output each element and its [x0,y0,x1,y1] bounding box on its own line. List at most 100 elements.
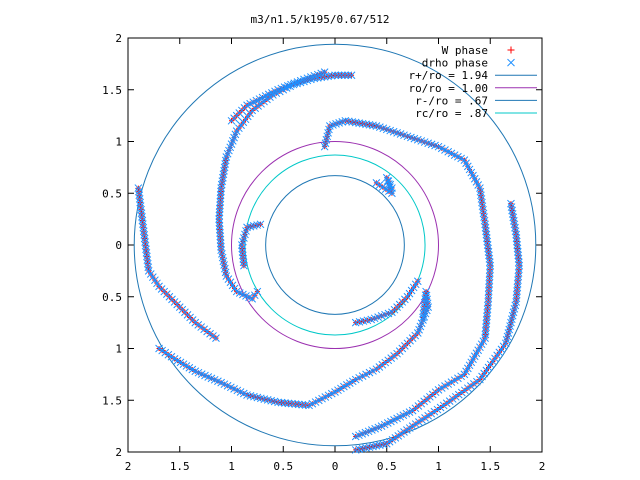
drho-phase-point [301,401,310,409]
x-tick-label: 2 [539,460,546,473]
drho-phase-point [216,229,224,237]
drho-phase-point [515,265,523,274]
drho-phase-point [277,398,286,407]
drho-phase-point [291,400,300,408]
drho-phase-point [514,269,523,277]
drho-phase-point [388,184,396,192]
drho-phase-point [484,294,493,303]
y-tick-label: 2 [115,32,122,45]
x-tick-label: 1 [435,460,442,473]
drho-phase-point [248,294,257,303]
w-phase-point [507,46,515,54]
drho-phase-point [485,269,494,277]
drho-phase-point [240,261,248,270]
legend-label: drho phase [422,57,488,70]
drho-phase-point [514,276,522,285]
drho-phase-point [481,327,490,335]
drho-phase-point [482,230,491,239]
drho-phase-point [484,301,492,310]
drho-phase-point [239,258,248,267]
drho-phase-point [482,316,491,324]
drho-phase-point [485,272,494,281]
drho-phase-point [514,251,523,260]
drho-phase-point [274,398,282,407]
drho-phase-point [483,305,492,314]
drho-phase-point [512,237,521,246]
drho-phase-point [217,184,226,192]
drho-phase-point [216,201,224,210]
drho-phase-point [515,258,523,267]
drho-phase-point [512,294,521,303]
y-tick-label: 0.5 [102,187,122,200]
y-tick-label: 1 [115,343,122,356]
drho-phase-point [485,279,494,288]
drho-phase-point [484,244,492,253]
drho-phase-point [483,312,491,321]
x-tick-label: 1.5 [170,460,190,473]
drho-phase-point [253,287,262,296]
drho-phase-point [513,279,522,288]
drho-phase-point [486,265,494,274]
drho-phase-point [216,191,225,199]
drho-phase-point [513,283,522,292]
drho-phase-point [250,291,259,300]
y-tick-label: 1 [115,136,122,149]
drho-phase-point [341,71,349,80]
drho-phase-point [288,399,296,408]
drho-phase-point [513,287,521,295]
legend-label: W phase [442,44,488,57]
drho-phase-point [347,71,356,80]
drho-phase-point [217,242,225,251]
drho-phase-point [320,68,329,77]
drho-phase-point [482,323,490,332]
drho-phase-point [512,230,520,239]
drho-phase-point [215,211,224,220]
drho-phase-point [344,71,353,80]
legend-label: rc/ro = .87 [415,107,488,120]
drho-phase-point [215,208,224,217]
drho-phase-point [239,251,247,260]
drho-phase-point [485,251,493,260]
drho-phase-point [212,334,220,343]
drho-phase-point [482,234,491,242]
drho-phase-point [337,71,346,80]
drho-phase-point [419,313,427,322]
drho-phase-point [481,330,490,339]
drho-phase-point [484,298,493,306]
reference-circle [133,43,537,447]
drho-phase-point [215,204,224,213]
drho-phase-point [215,222,224,230]
drho-phase-point [485,258,494,267]
legend-label: r-/ro = .67 [415,94,488,107]
drho-phase-point [216,198,225,206]
x-tick-label: 2 [125,460,132,473]
drho-phase-point [515,261,524,270]
legend-label: r+/ro = 1.94 [409,69,489,82]
drho-phase-point [216,232,225,241]
drho-phase-point [216,235,225,244]
drho-phase-point [481,223,490,232]
y-tick-label: 0.5 [102,291,122,304]
drho-phase-point [484,248,493,256]
drho-phase-point [485,254,494,263]
drho-phase-point [512,290,521,299]
x-tick-label: 0.5 [377,460,397,473]
drho-phase-point [483,237,492,246]
drho-phase-point [483,241,492,249]
drho-phase-point [513,244,522,253]
drho-phase-point [482,227,490,236]
drho-phase-point [514,254,523,263]
reference-circle [231,141,439,349]
y-tick-label: 0 [115,239,122,252]
drho-phase-point [481,220,489,229]
drho-phase-point [334,71,343,80]
y-tick-label: 1.5 [102,394,122,407]
drho-phase-point [238,244,247,253]
drho-phase-point [215,218,224,227]
drho-phase-point [351,446,360,454]
drho-phase-point [484,290,493,299]
drho-phase-point [486,261,495,270]
drho-phase-point [238,248,247,256]
x-tick-label: 1 [228,460,235,473]
